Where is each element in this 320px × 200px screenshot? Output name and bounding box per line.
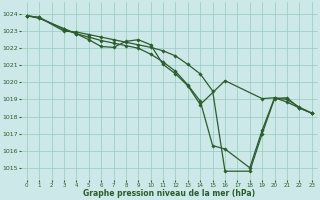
X-axis label: Graphe pression niveau de la mer (hPa): Graphe pression niveau de la mer (hPa): [83, 189, 255, 198]
